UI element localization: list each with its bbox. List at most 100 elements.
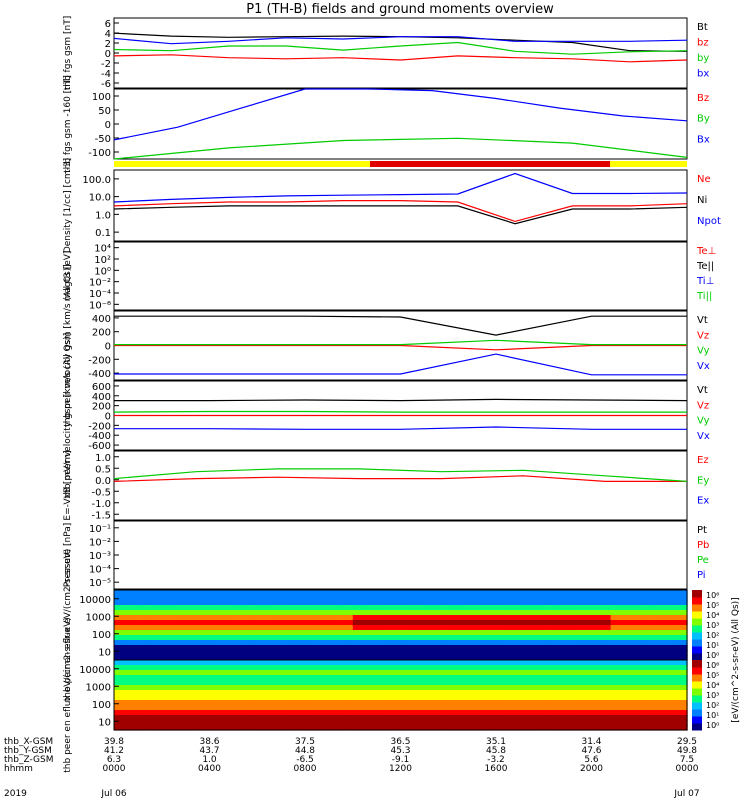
- y-tick-label: -0.5: [91, 487, 111, 498]
- axis-row-value: -6.5: [296, 755, 314, 765]
- y-tick-label: -400: [88, 431, 111, 442]
- legend-Bt: Bt: [697, 22, 708, 33]
- colorbar-tick-label: 10²: [706, 701, 719, 710]
- y-tick-label: 10⁴: [94, 244, 111, 255]
- colorbar-tick-label: 10³: [706, 621, 719, 630]
- y-tick-label: -100: [88, 148, 111, 159]
- y-tick-label: 100: [92, 700, 111, 711]
- y-axis-label: magt3 [eV]: [63, 251, 73, 302]
- y-tick-label: 10⁻³: [89, 551, 111, 562]
- y-axis-label: thb peer velocity gsm [km/s (All Qs)]: [63, 333, 73, 499]
- legend-Pb: Pb: [697, 540, 709, 551]
- series-line-Bx: [113, 88, 688, 141]
- mode-bar: [114, 161, 687, 167]
- y-tick-label: 200: [92, 328, 111, 339]
- y-tick-label: -1.5: [91, 510, 111, 521]
- legend-Vy: Vy: [697, 346, 710, 357]
- y-tick-label: -50: [95, 134, 111, 145]
- legend-Vt: Vt: [697, 385, 708, 396]
- legend-Vz: Vz: [697, 330, 709, 341]
- y-tick-label: 10⁻²: [89, 537, 111, 548]
- axis-row-value: 41.2: [104, 746, 124, 756]
- panel-frame: [113, 241, 688, 311]
- y-tick-label: 100: [92, 92, 111, 103]
- year-label: 2019: [4, 789, 27, 799]
- date-start: Jul 06: [100, 789, 126, 799]
- y-tick-label: 10⁻⁶: [89, 300, 111, 311]
- legend-Ey: Ey: [697, 475, 709, 486]
- colorbar-tick-label: 10¹: [706, 711, 719, 720]
- legend-bx: bx: [697, 69, 709, 80]
- y-tick-label: 10: [98, 717, 111, 728]
- y-axis-label: thb fgs gsm [nT]: [63, 16, 73, 91]
- axis-row-value: 31.4: [581, 737, 601, 747]
- legend-Vy: Vy: [697, 416, 710, 427]
- axis-row-label: thb_Y-GSM: [4, 746, 52, 756]
- series-line-Ne: [113, 200, 688, 223]
- y-tick-label: 100.0: [82, 175, 111, 186]
- y-tick-label: 0.0: [95, 476, 111, 487]
- figure-title: P1 (TH-B) fields and ground moments over…: [246, 2, 554, 17]
- axis-row-value: 39.8: [104, 737, 124, 747]
- legend-Ti⊥: Ti⊥: [696, 276, 714, 287]
- panel-frame: [113, 659, 688, 731]
- panel-8: 10⁻⁵ 10⁻⁴ 10⁻³ 10⁻² 10⁻¹ Pressure [nPa] Pt Pb Pe…: [63, 520, 709, 590]
- y-tick-label: 0.5: [95, 464, 111, 475]
- axis-row-value: 1.0: [202, 755, 217, 765]
- panel-2: -100 -50 0 50 100 thb fgs gsm -160 [nT] Bz By Bx: [63, 75, 710, 173]
- axis-row-label: thb_X-GSM: [4, 737, 53, 747]
- series-line-Vz: [114, 344, 687, 351]
- panel-frame: [113, 450, 688, 521]
- y-tick-label: 10⁻⁵: [89, 578, 111, 589]
- legend-Vt: Vt: [697, 315, 708, 326]
- axis-row-value: 47.6: [581, 746, 601, 756]
- y-tick-label: 0.1: [95, 228, 111, 239]
- series-line-bx: [113, 36, 688, 45]
- colorbar-tick-label: 10⁰: [706, 651, 719, 660]
- y-axis-label: E=-VxB [mV/m]: [63, 450, 73, 520]
- series-line-By: [113, 137, 688, 160]
- colorbar-tick-label: 10⁰: [706, 721, 719, 730]
- axis-row-label: thb_Z-GSM: [4, 755, 53, 765]
- colorbar-tick-label: 10⁴: [706, 681, 719, 690]
- series-line-Ni: [113, 205, 688, 225]
- series-line-Ez: [113, 475, 687, 482]
- y-tick-label: 0: [105, 342, 111, 353]
- series-line-Vt: [114, 315, 687, 336]
- y-tick-label: 10⁻⁴: [89, 565, 111, 576]
- colorbar-label: [eV/(cm^2-s-sr-eV) (All Qs)]: [731, 597, 741, 722]
- legend-Ne: Ne: [697, 174, 711, 185]
- y-axis-label: Density [1/cc] [cm-3]: [63, 158, 73, 253]
- axis-row-label: hhmm: [4, 764, 33, 774]
- axis-row-value: 5.6: [584, 755, 599, 765]
- legend-by: by: [697, 53, 709, 64]
- series-line-Vy: [113, 410, 687, 413]
- legend-Bz: Bz: [697, 93, 709, 104]
- series-line-bz: [113, 54, 688, 63]
- panel-frame: [113, 88, 688, 160]
- y-tick-label: 400: [92, 314, 111, 325]
- axis-row-value: 38.6: [199, 737, 219, 747]
- axis-row-value: 37.5: [295, 737, 315, 747]
- y-tick-label: 1000: [86, 612, 111, 623]
- y-tick-label: 10.0: [89, 193, 111, 204]
- y-tick-label: 400: [92, 392, 111, 403]
- axis-row-value: 1200: [389, 764, 412, 774]
- legend-By: By: [697, 114, 710, 125]
- panel-frame: [113, 520, 688, 590]
- y-tick-label: 10000: [79, 595, 111, 606]
- legend-Vx: Vx: [697, 431, 710, 442]
- y-tick-label: 1.0: [95, 210, 111, 221]
- y-tick-label: 10: [98, 647, 111, 658]
- series-line-by: [113, 41, 688, 55]
- y-axis-label: thb peir en eflux eV/(cm2-s-sr-eV): [63, 549, 73, 701]
- axis-row-value: -3.2: [487, 755, 505, 765]
- axis-row-value: 45.3: [390, 746, 410, 756]
- y-tick-label: -6: [101, 79, 111, 90]
